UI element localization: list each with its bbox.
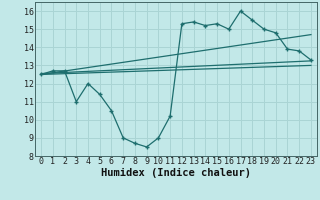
X-axis label: Humidex (Indice chaleur): Humidex (Indice chaleur) — [101, 168, 251, 178]
